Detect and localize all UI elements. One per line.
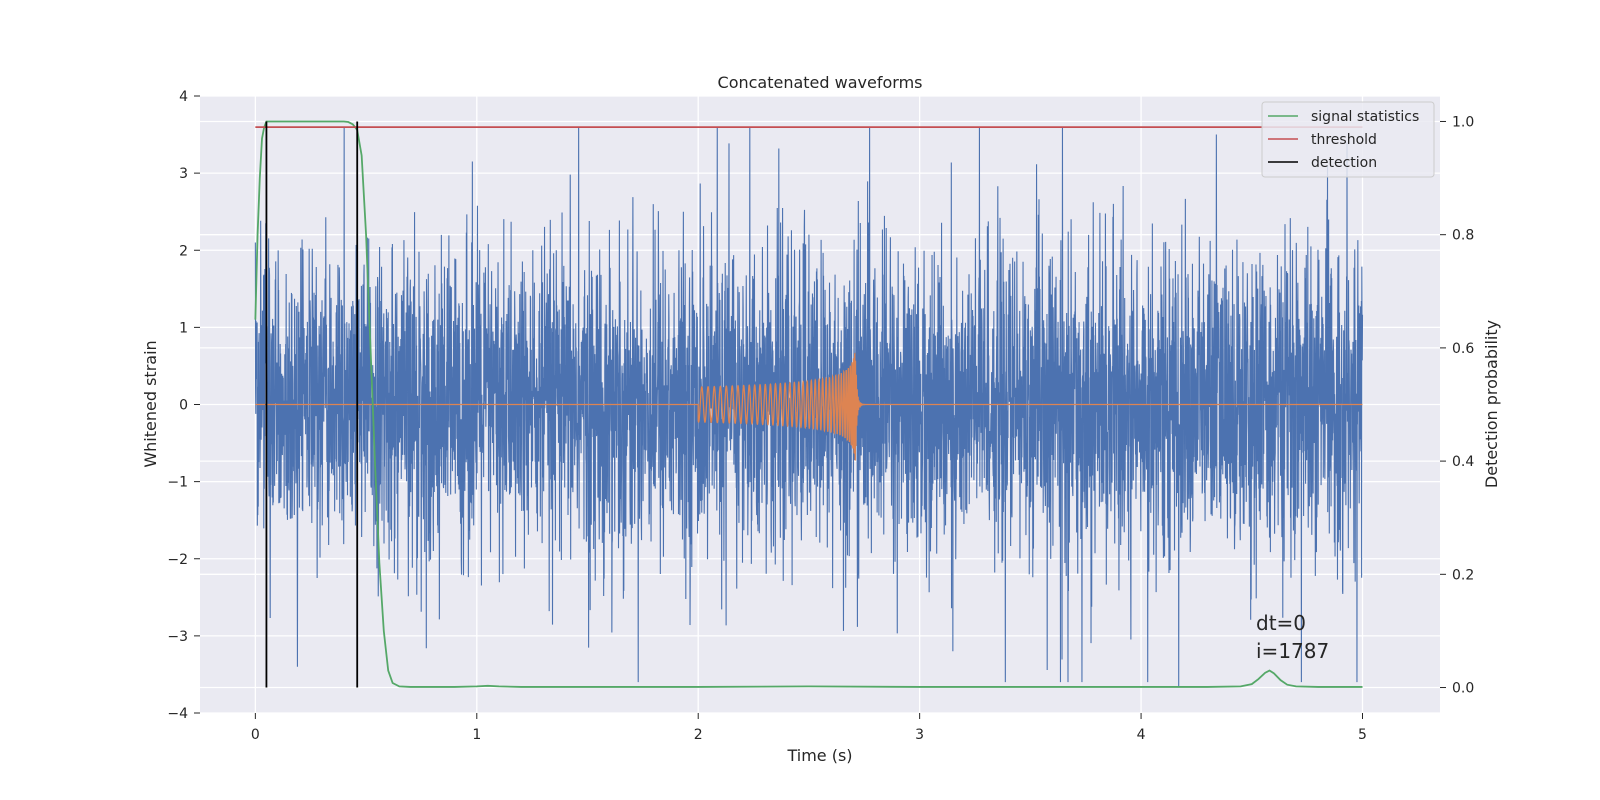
y2-tick-label-0: 0.0	[1452, 681, 1474, 697]
y2-tick-label-2: 0.4	[1452, 454, 1474, 470]
y-tick-label-7: 3	[179, 166, 188, 182]
x-tick-label-5: 5	[1358, 727, 1367, 743]
y-tick-label-0: −4	[167, 706, 188, 722]
y2-tick-label-4: 0.8	[1452, 228, 1474, 244]
y-tick-label-5: 1	[179, 320, 188, 336]
legend-box	[1261, 101, 1435, 178]
y-tick-label-3: −1	[167, 475, 188, 491]
chart-title: Concatenated waveforms	[718, 73, 923, 92]
annotation-index: i=1787	[1256, 639, 1329, 663]
chirp-line	[255, 352, 1363, 461]
annotation-dt: dt=0	[1256, 611, 1306, 635]
y-tick-label-6: 2	[179, 243, 188, 259]
legend: signal statistics threshold detection	[1261, 101, 1435, 178]
y2-tick-label-3: 0.6	[1452, 341, 1474, 357]
legend-label-threshold: threshold	[1311, 132, 1377, 148]
legend-label-detection: detection	[1311, 155, 1377, 171]
x-axis-label: Time (s)	[786, 746, 852, 765]
y-tick-label-8: 4	[179, 89, 188, 105]
plot-data	[254, 120, 1364, 688]
x-tick-label-3: 3	[915, 727, 924, 743]
y-tick-label-2: −2	[167, 552, 188, 568]
legend-label-signal-statistics: signal statistics	[1311, 109, 1419, 125]
y-tick-label-1: −3	[167, 629, 188, 645]
y2-tick-label-1: 0.2	[1452, 567, 1474, 583]
y-axis-label: Whitened strain	[141, 340, 160, 467]
y2-axis-label: Detection probability	[1482, 320, 1501, 488]
x-tick-label-0: 0	[251, 727, 260, 743]
y2-tick-label-5: 1.0	[1452, 114, 1474, 130]
x-tick-label-2: 2	[694, 727, 703, 743]
x-tick-label-1: 1	[472, 727, 481, 743]
y-tick-label-4: 0	[179, 398, 188, 414]
strain-line	[254, 126, 1364, 687]
x-tick-label-4: 4	[1137, 727, 1146, 743]
signal-statistics-line	[254, 120, 1363, 688]
axes: 0 1 2 3 4 5 −4 −3 −2 −1 0 1 2 3 4 0.0 0.2 0.4 0.6 0.8 1.0	[167, 89, 1474, 743]
